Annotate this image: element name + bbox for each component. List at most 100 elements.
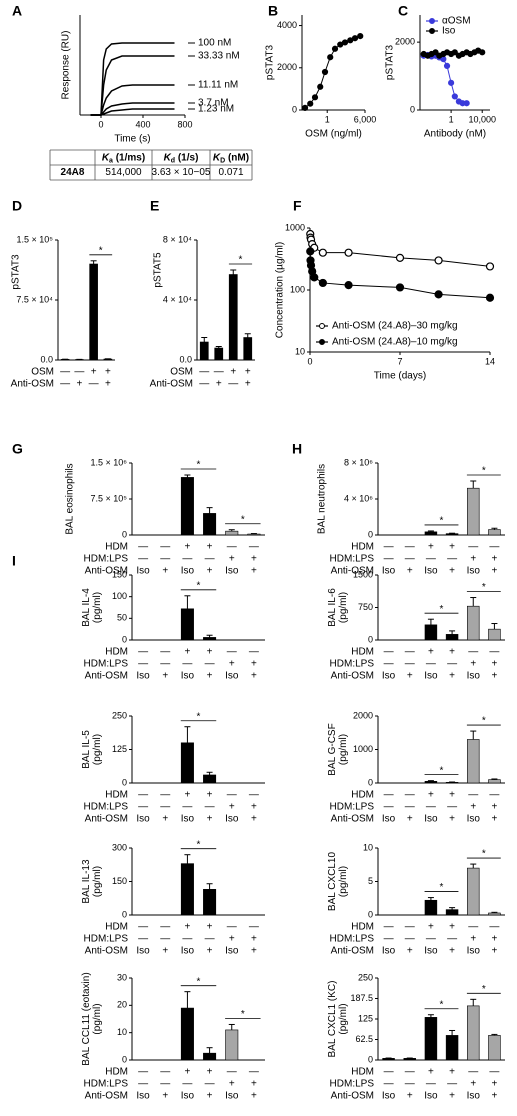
- condition-mark: +: [449, 647, 455, 658]
- bar: [247, 533, 261, 536]
- condition-mark: +: [207, 922, 213, 933]
- y-tick-label: 50: [117, 613, 127, 623]
- data-point: [317, 83, 324, 90]
- header-sub: a: [109, 157, 113, 164]
- significance-label: *: [197, 976, 201, 987]
- legend-label: Anti-OSM (24.A8)–30 mg/kg: [332, 321, 458, 332]
- bar: [214, 347, 224, 361]
- condition-mark: +: [449, 790, 455, 801]
- header-sub: D: [220, 157, 225, 164]
- header-unit: (nM): [225, 152, 249, 163]
- condition-mark: —: [138, 554, 148, 565]
- y-tick-label: 750: [358, 602, 373, 612]
- data-point: [306, 247, 315, 256]
- data-point: [479, 49, 486, 56]
- y-tick-label: 1.5 × 10⁶: [91, 457, 128, 467]
- table-header: Ka (1/ms): [102, 152, 145, 164]
- y-tick-label: 187.5: [350, 993, 373, 1003]
- condition-label: Anti-OSM: [331, 1091, 374, 1102]
- data-point: [451, 93, 458, 100]
- condition-label: HDM:LPS: [330, 802, 375, 813]
- series-line: [90, 84, 175, 116]
- condition-mark: —: [384, 802, 394, 813]
- significance-label: *: [99, 245, 103, 256]
- condition-mark: +: [162, 814, 168, 825]
- bar: [203, 774, 217, 784]
- condition-mark: +: [449, 922, 455, 933]
- condition-mark: —: [60, 367, 70, 378]
- condition-mark: —: [160, 554, 170, 565]
- panel-letter: A: [12, 3, 22, 19]
- condition-mark: —: [138, 1079, 148, 1090]
- condition-mark: —: [384, 922, 394, 933]
- legend-label: Anti-OSM (24.A8)–10 mg/kg: [332, 337, 458, 348]
- condition-mark: —: [426, 554, 436, 565]
- significance-label: *: [197, 460, 201, 471]
- header-unit: (1/ms): [113, 152, 145, 163]
- condition-mark: Iso: [467, 1091, 481, 1102]
- condition-mark: +: [251, 554, 257, 565]
- series-label: 100 nM: [198, 38, 231, 49]
- condition-mark: —: [384, 1079, 394, 1090]
- significance-label: *: [440, 516, 444, 527]
- condition-mark: +: [162, 946, 168, 957]
- y-tick-label: 5: [368, 876, 373, 886]
- condition-label: HDM:LPS: [330, 659, 375, 670]
- condition-label: HDM:LPS: [84, 659, 129, 670]
- y-axis-label: BAL CXCL10: [327, 852, 338, 912]
- significance-label: *: [440, 765, 444, 776]
- condition-mark: +: [407, 1091, 413, 1102]
- bar: [424, 781, 438, 784]
- condition-mark: Iso: [225, 814, 239, 825]
- condition-mark: —: [160, 542, 170, 553]
- condition-mark: +: [91, 367, 97, 378]
- condition-mark: —: [405, 1067, 415, 1078]
- condition-mark: +: [105, 379, 111, 390]
- condition-mark: +: [449, 566, 455, 577]
- condition-label: Anti-OSM: [85, 1091, 128, 1102]
- condition-mark: +: [207, 790, 213, 801]
- condition-mark: Iso: [382, 671, 396, 682]
- y-axis-label: Response (RU): [61, 31, 72, 100]
- y-axis-label: (pg/ml): [338, 1003, 349, 1034]
- y-tick-label: 0: [122, 529, 127, 539]
- x-tick-label: 800: [177, 119, 192, 129]
- data-point: [451, 49, 458, 56]
- condition-mark: —: [138, 934, 148, 945]
- significance-label: *: [482, 984, 486, 995]
- condition-mark: —: [405, 647, 415, 658]
- condition-mark: Iso: [467, 814, 481, 825]
- y-tick-label: 7.5 × 10⁵: [90, 493, 127, 503]
- condition-mark: Iso: [136, 671, 150, 682]
- data-point: [307, 100, 314, 107]
- panel-letter: B: [268, 3, 278, 19]
- bar: [180, 742, 194, 784]
- data-point: [344, 248, 353, 257]
- significance-label: *: [482, 582, 486, 593]
- condition-mark: —: [205, 554, 215, 565]
- condition-mark: +: [245, 367, 251, 378]
- data-point: [463, 100, 470, 107]
- condition-mark: +: [491, 671, 497, 682]
- bar: [424, 899, 438, 916]
- condition-mark: —: [160, 1079, 170, 1090]
- bar: [467, 487, 480, 536]
- condition-mark: —: [447, 934, 457, 945]
- condition-label: HDM: [351, 790, 374, 801]
- y-tick-label: 125: [358, 1013, 373, 1023]
- condition-mark: +: [251, 1091, 257, 1102]
- condition-mark: —: [249, 790, 259, 801]
- y-tick-label: 150: [112, 876, 127, 886]
- condition-mark: —: [182, 554, 192, 565]
- bar: [228, 274, 238, 361]
- y-tick-label: 8 × 10⁶: [344, 457, 373, 467]
- condition-mark: +: [491, 1091, 497, 1102]
- table-header: KD (nM): [213, 152, 249, 164]
- condition-mark: +: [428, 647, 434, 658]
- condition-label: OSM: [31, 367, 54, 378]
- condition-mark: —: [468, 647, 478, 658]
- y-tick-label: 2000: [277, 62, 297, 72]
- bar: [467, 1005, 480, 1061]
- condition-mark: +: [428, 1067, 434, 1078]
- data-point: [485, 262, 495, 271]
